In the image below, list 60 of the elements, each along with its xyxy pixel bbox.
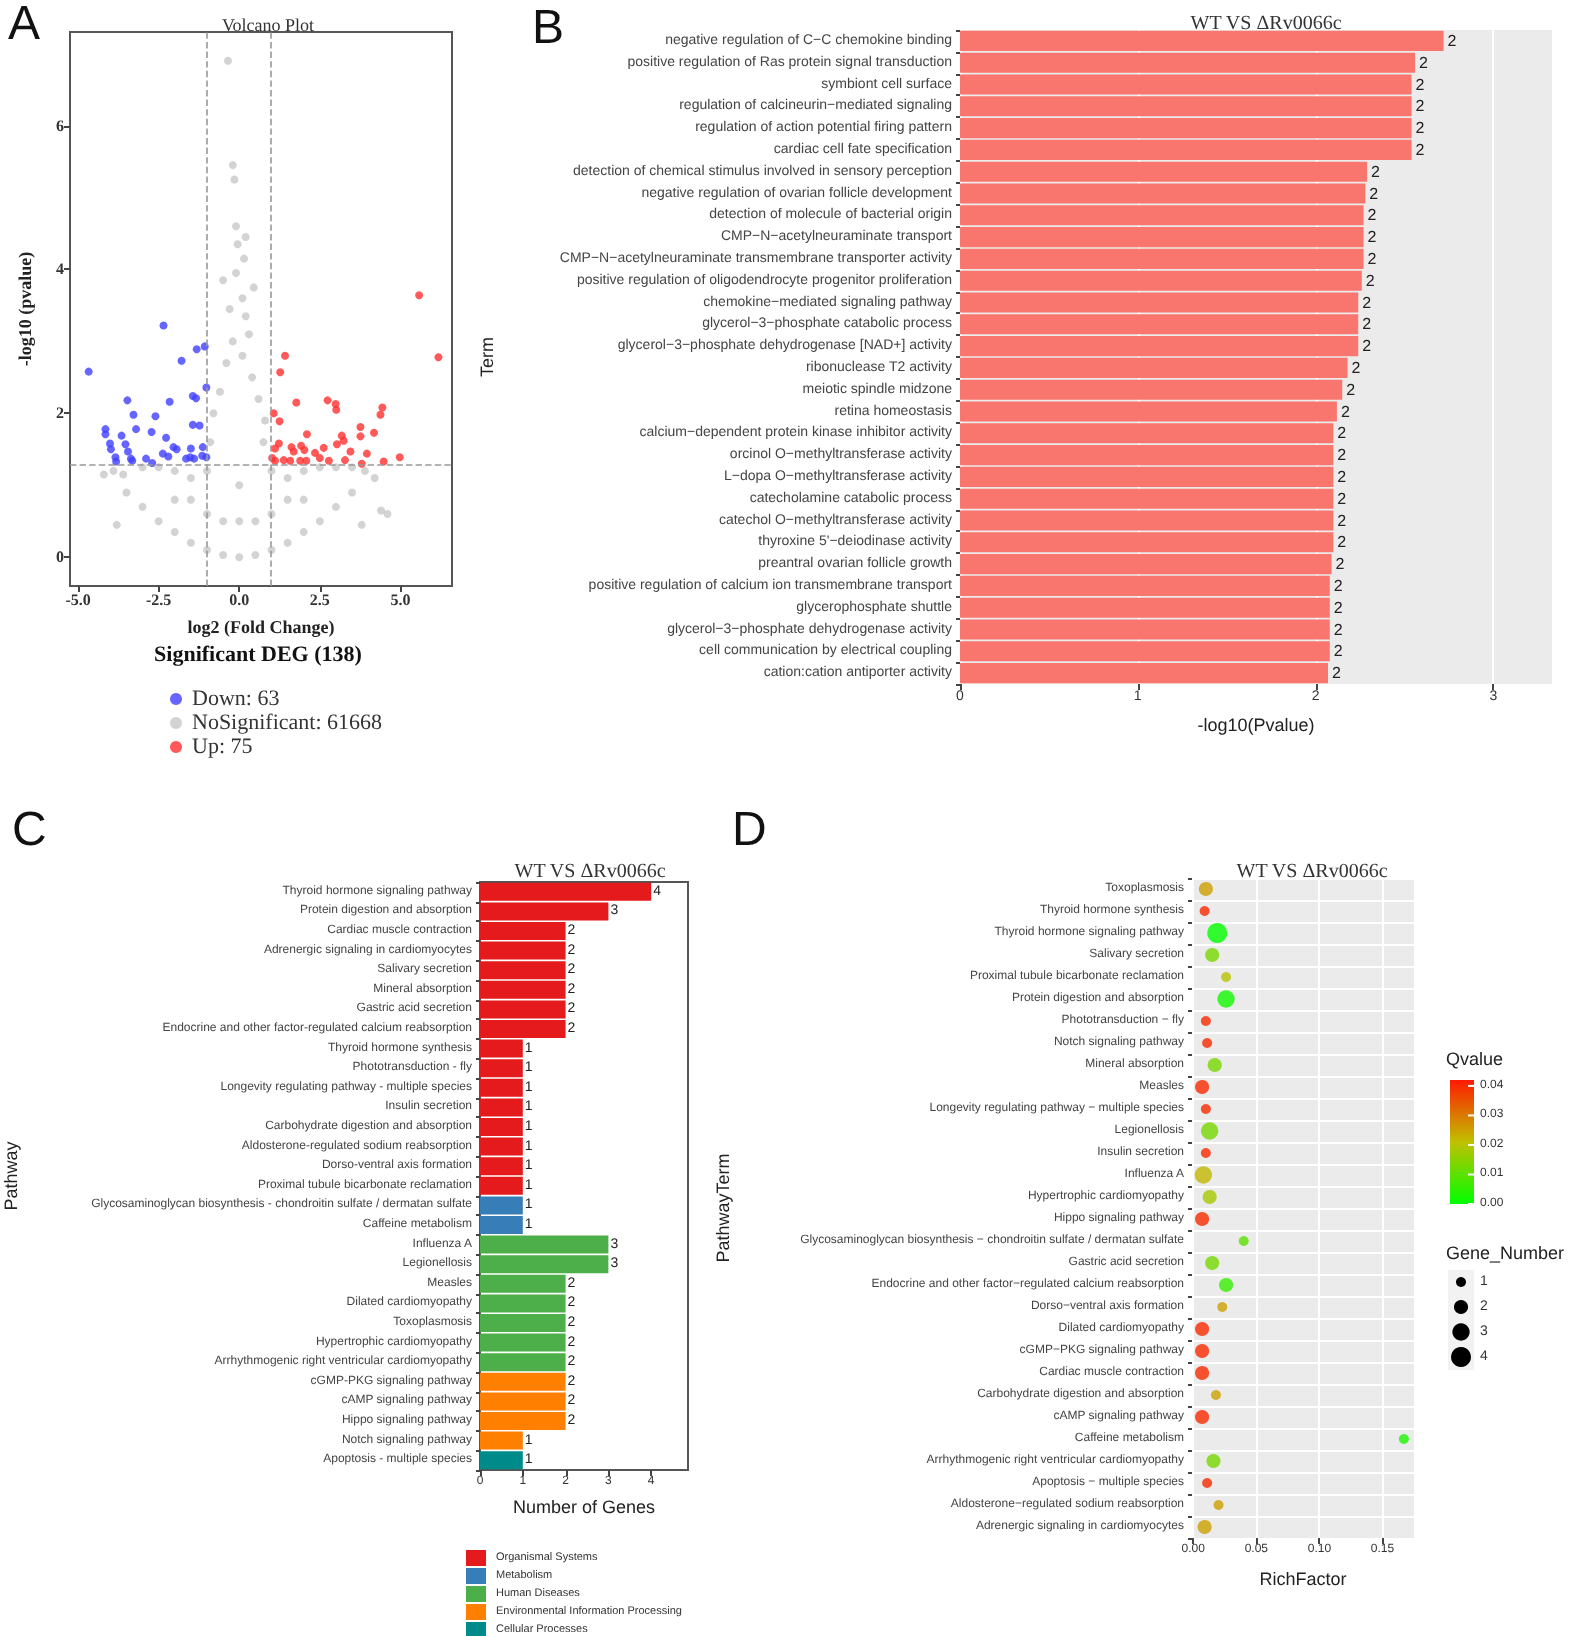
y-tick-label: 2 [56, 404, 64, 423]
color-bar-title: Qvalue [1446, 1049, 1504, 1069]
annotation: 2 [1367, 206, 1378, 225]
x-axis-title: RichFactor [1259, 1569, 1347, 1589]
legend-label: NoSignificant: 61668 [192, 711, 384, 735]
chart-title: WT VS ΔRv0066c [1190, 13, 1343, 35]
chart-title: WT VS ΔRv0066c [1236, 861, 1389, 883]
text: D [732, 803, 767, 857]
annotation: 2 [1367, 228, 1378, 247]
chart-title: Volcano Plot [221, 15, 316, 35]
legend-title: Gene_Number [1446, 1243, 1565, 1263]
annotation: 2 [1335, 555, 1346, 574]
y-axis-title: -log10 (pvalue) [15, 251, 35, 367]
annotation: 2 [1371, 162, 1382, 181]
annotation: 2 [1362, 293, 1373, 312]
legend-label: Up: 75 [192, 735, 254, 759]
annotation: 2 [1337, 511, 1348, 530]
annotation: 2 [1337, 446, 1348, 465]
text: C [12, 803, 47, 857]
y-tick-label: 4 [56, 260, 64, 279]
annotation: 2 [1337, 424, 1348, 443]
text: B [532, 1, 565, 55]
annotation: 2 [1332, 664, 1342, 683]
legend-title: Significant DEG (138) [154, 643, 363, 667]
annotation: 2 [1415, 119, 1426, 138]
x-tick-label: 2.5 [309, 591, 330, 609]
y-axis-title: PathwayTerm [713, 1153, 733, 1263]
annotation: 2 [1346, 380, 1357, 399]
annotation: 2 [1419, 53, 1430, 72]
annotation: 2 [1333, 642, 1344, 661]
annotation: 2 [1337, 489, 1348, 508]
x-tick-label: -5.0 [65, 591, 91, 609]
annotation: 2 [1351, 358, 1362, 377]
legend-label: Down: 63 [192, 687, 281, 711]
x-axis-title: -log10(Pvalue) [1197, 715, 1315, 735]
annotation: 2 [1362, 315, 1373, 334]
y-axis-title: Term [477, 337, 497, 377]
annotation: 2 [1415, 75, 1426, 94]
annotation: 2 [1367, 249, 1378, 268]
x-tick-label: -2.5 [145, 591, 172, 609]
annotation: 2 [1333, 576, 1344, 595]
annotation: 2 [1447, 31, 1458, 50]
y-tick-label: 0 [56, 548, 64, 567]
annotation: 2 [1340, 402, 1351, 421]
annotation: 2 [1333, 620, 1344, 639]
annotation: 2 [1369, 184, 1380, 203]
x-axis-title: Number of Genes [512, 1496, 657, 1517]
annotation: 2 [1337, 467, 1348, 486]
annotation: 2 [1415, 97, 1426, 116]
x-axis-title: log2 (Fold Change) [187, 616, 335, 637]
annotation: 2 [1415, 140, 1426, 159]
y-axis-title: Pathway [1, 1140, 21, 1211]
text: A [8, 0, 41, 51]
annotation: 2 [1365, 271, 1376, 290]
annotation: 2 [1362, 337, 1373, 356]
annotation: 2 [1337, 533, 1348, 552]
x-tick-label: 0.0 [229, 591, 250, 609]
chart-title: WT VS ΔRv0066c [514, 861, 667, 883]
y-tick-label: 6 [56, 116, 64, 135]
x-tick-label: 5.0 [390, 591, 411, 609]
